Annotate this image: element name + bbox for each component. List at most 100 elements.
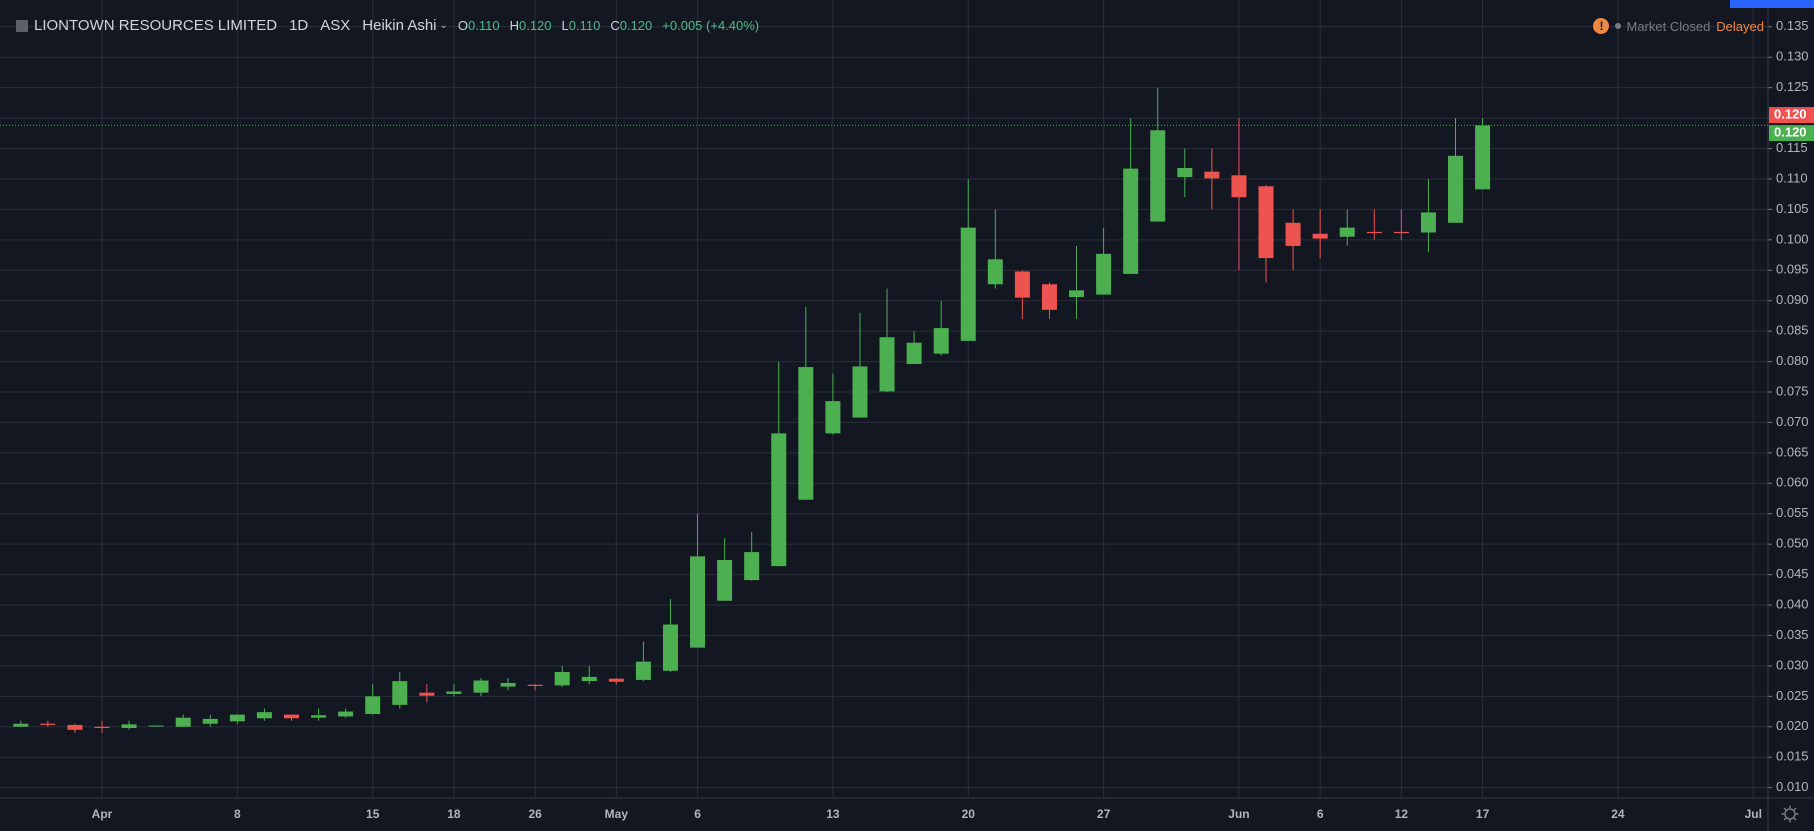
- candle-body: [175, 717, 191, 727]
- candle-body: [717, 560, 733, 601]
- candle-body: [906, 342, 922, 364]
- symbol-icon: [16, 19, 28, 32]
- y-tick-label: 0.110: [1776, 170, 1808, 185]
- x-tick-label: 18: [447, 807, 461, 821]
- candle-body: [987, 259, 1003, 285]
- y-tick-label: 0.080: [1776, 353, 1809, 368]
- y-tick-label: 0.010: [1776, 779, 1809, 794]
- y-tick-label: 0.030: [1776, 657, 1809, 672]
- x-tick-label: 13: [826, 807, 840, 821]
- legend-header: LIONTOWN RESOURCES LIMITED 1D ASX Heikin…: [16, 17, 759, 34]
- candle-body: [825, 401, 841, 434]
- ohlc-value: 0.120: [619, 18, 653, 33]
- candle-body: [40, 723, 56, 725]
- candle-body: [608, 678, 624, 682]
- ohlc-key: H: [509, 18, 519, 33]
- candle-body: [1150, 130, 1166, 222]
- candle-body: [527, 684, 543, 686]
- candle-body: [473, 680, 489, 693]
- x-tick-label: Jun: [1228, 807, 1249, 821]
- candle-body: [852, 366, 868, 418]
- candle-body: [1231, 175, 1247, 198]
- gear: [1784, 808, 1796, 820]
- chart-style[interactable]: Heikin Ashi: [362, 17, 437, 34]
- y-tick-label: 0.060: [1776, 475, 1809, 490]
- candle-body: [1285, 222, 1301, 246]
- change: +0.005 (+4.40%): [662, 18, 760, 33]
- candle-body: [284, 714, 299, 719]
- gear-tooth: [1793, 807, 1797, 811]
- candle-body: [1096, 253, 1112, 295]
- ohlc-key: L: [561, 18, 569, 33]
- y-tick-label: 0.135: [1776, 18, 1809, 33]
- candle-body: [690, 556, 706, 648]
- candle-body: [1420, 212, 1436, 233]
- y-tick-label: 0.065: [1776, 444, 1809, 459]
- exchange: ASX: [320, 17, 351, 34]
- candle-body: [67, 724, 83, 730]
- gear-tooth: [1783, 817, 1787, 821]
- candle-body: [419, 692, 435, 696]
- y-tick-label: 0.085: [1776, 323, 1809, 338]
- candle-body: [1123, 168, 1139, 274]
- price-tag-label: 0.120: [1774, 107, 1807, 122]
- candle-body: [1069, 290, 1085, 298]
- y-tick-label: 0.100: [1776, 231, 1809, 246]
- candle-body: [1366, 231, 1382, 234]
- candle-body: [338, 711, 354, 717]
- candle-body: [500, 682, 516, 687]
- y-tick-label: 0.095: [1776, 262, 1809, 277]
- x-tick-label: Jul: [1745, 807, 1762, 821]
- y-tick-label: 0.115: [1776, 140, 1808, 155]
- price-tag-label: 0.120: [1774, 125, 1807, 140]
- dropdown-arrow[interactable]: ⌄: [439, 20, 448, 31]
- settings-icon[interactable]: [1781, 805, 1799, 823]
- x-tick-label: 6: [694, 807, 701, 821]
- candle-body: [771, 433, 787, 567]
- candle-body: [1204, 171, 1220, 179]
- candle-body: [229, 714, 245, 722]
- candle-body: [311, 715, 327, 718]
- candle-body: [1258, 186, 1274, 259]
- x-tick-label: 6: [1317, 807, 1324, 821]
- candle-body: [744, 552, 760, 581]
- interval[interactable]: 1D: [289, 17, 309, 34]
- ohlc-value: 0.120: [518, 18, 552, 33]
- ohlc-values: O 0.110 H 0.120 L 0.110 C 0.120: [448, 18, 652, 33]
- y-tick-label: 0.045: [1776, 566, 1809, 581]
- ohlc-key: C: [610, 18, 620, 33]
- ohlc-value: 0.110: [468, 18, 500, 33]
- y-tick-label: 0.090: [1776, 292, 1809, 307]
- warning-icon[interactable]: !: [1593, 18, 1610, 34]
- y-tick-label: 0.035: [1776, 627, 1809, 642]
- x-tick-label: Apr: [92, 807, 113, 821]
- candle-body: [635, 661, 651, 680]
- market-status: ! Market Closed Delayed: [1593, 18, 1764, 34]
- x-tick-label: 27: [1097, 807, 1111, 821]
- x-tick-label: 20: [962, 807, 976, 821]
- y-tick-label: 0.105: [1776, 201, 1809, 216]
- delayed: Delayed: [1716, 18, 1764, 34]
- x-tick-label: 17: [1476, 807, 1490, 821]
- toolbar-tab[interactable]: [1730, 0, 1814, 8]
- candle-body: [662, 624, 678, 671]
- candle-body: [554, 672, 570, 686]
- x-tick-label: 15: [366, 807, 380, 821]
- y-tick-label: 0.025: [1776, 688, 1809, 703]
- candle-body: [148, 725, 164, 727]
- y-tick-label: 0.125: [1776, 79, 1809, 94]
- candle-body: [202, 718, 218, 724]
- gear-tooth: [1793, 817, 1797, 821]
- symbol-title[interactable]: LIONTOWN RESOURCES LIMITED: [34, 17, 278, 34]
- candle-body: [798, 367, 814, 500]
- candle-body: [256, 712, 272, 719]
- candle-body: [1448, 155, 1464, 223]
- candle-body: [1339, 227, 1355, 237]
- x-tick-label: 12: [1395, 807, 1409, 821]
- candle-body: [1312, 233, 1328, 239]
- candle-body: [1014, 271, 1030, 298]
- y-tick-label: 0.050: [1776, 536, 1809, 551]
- candle-body: [879, 337, 895, 392]
